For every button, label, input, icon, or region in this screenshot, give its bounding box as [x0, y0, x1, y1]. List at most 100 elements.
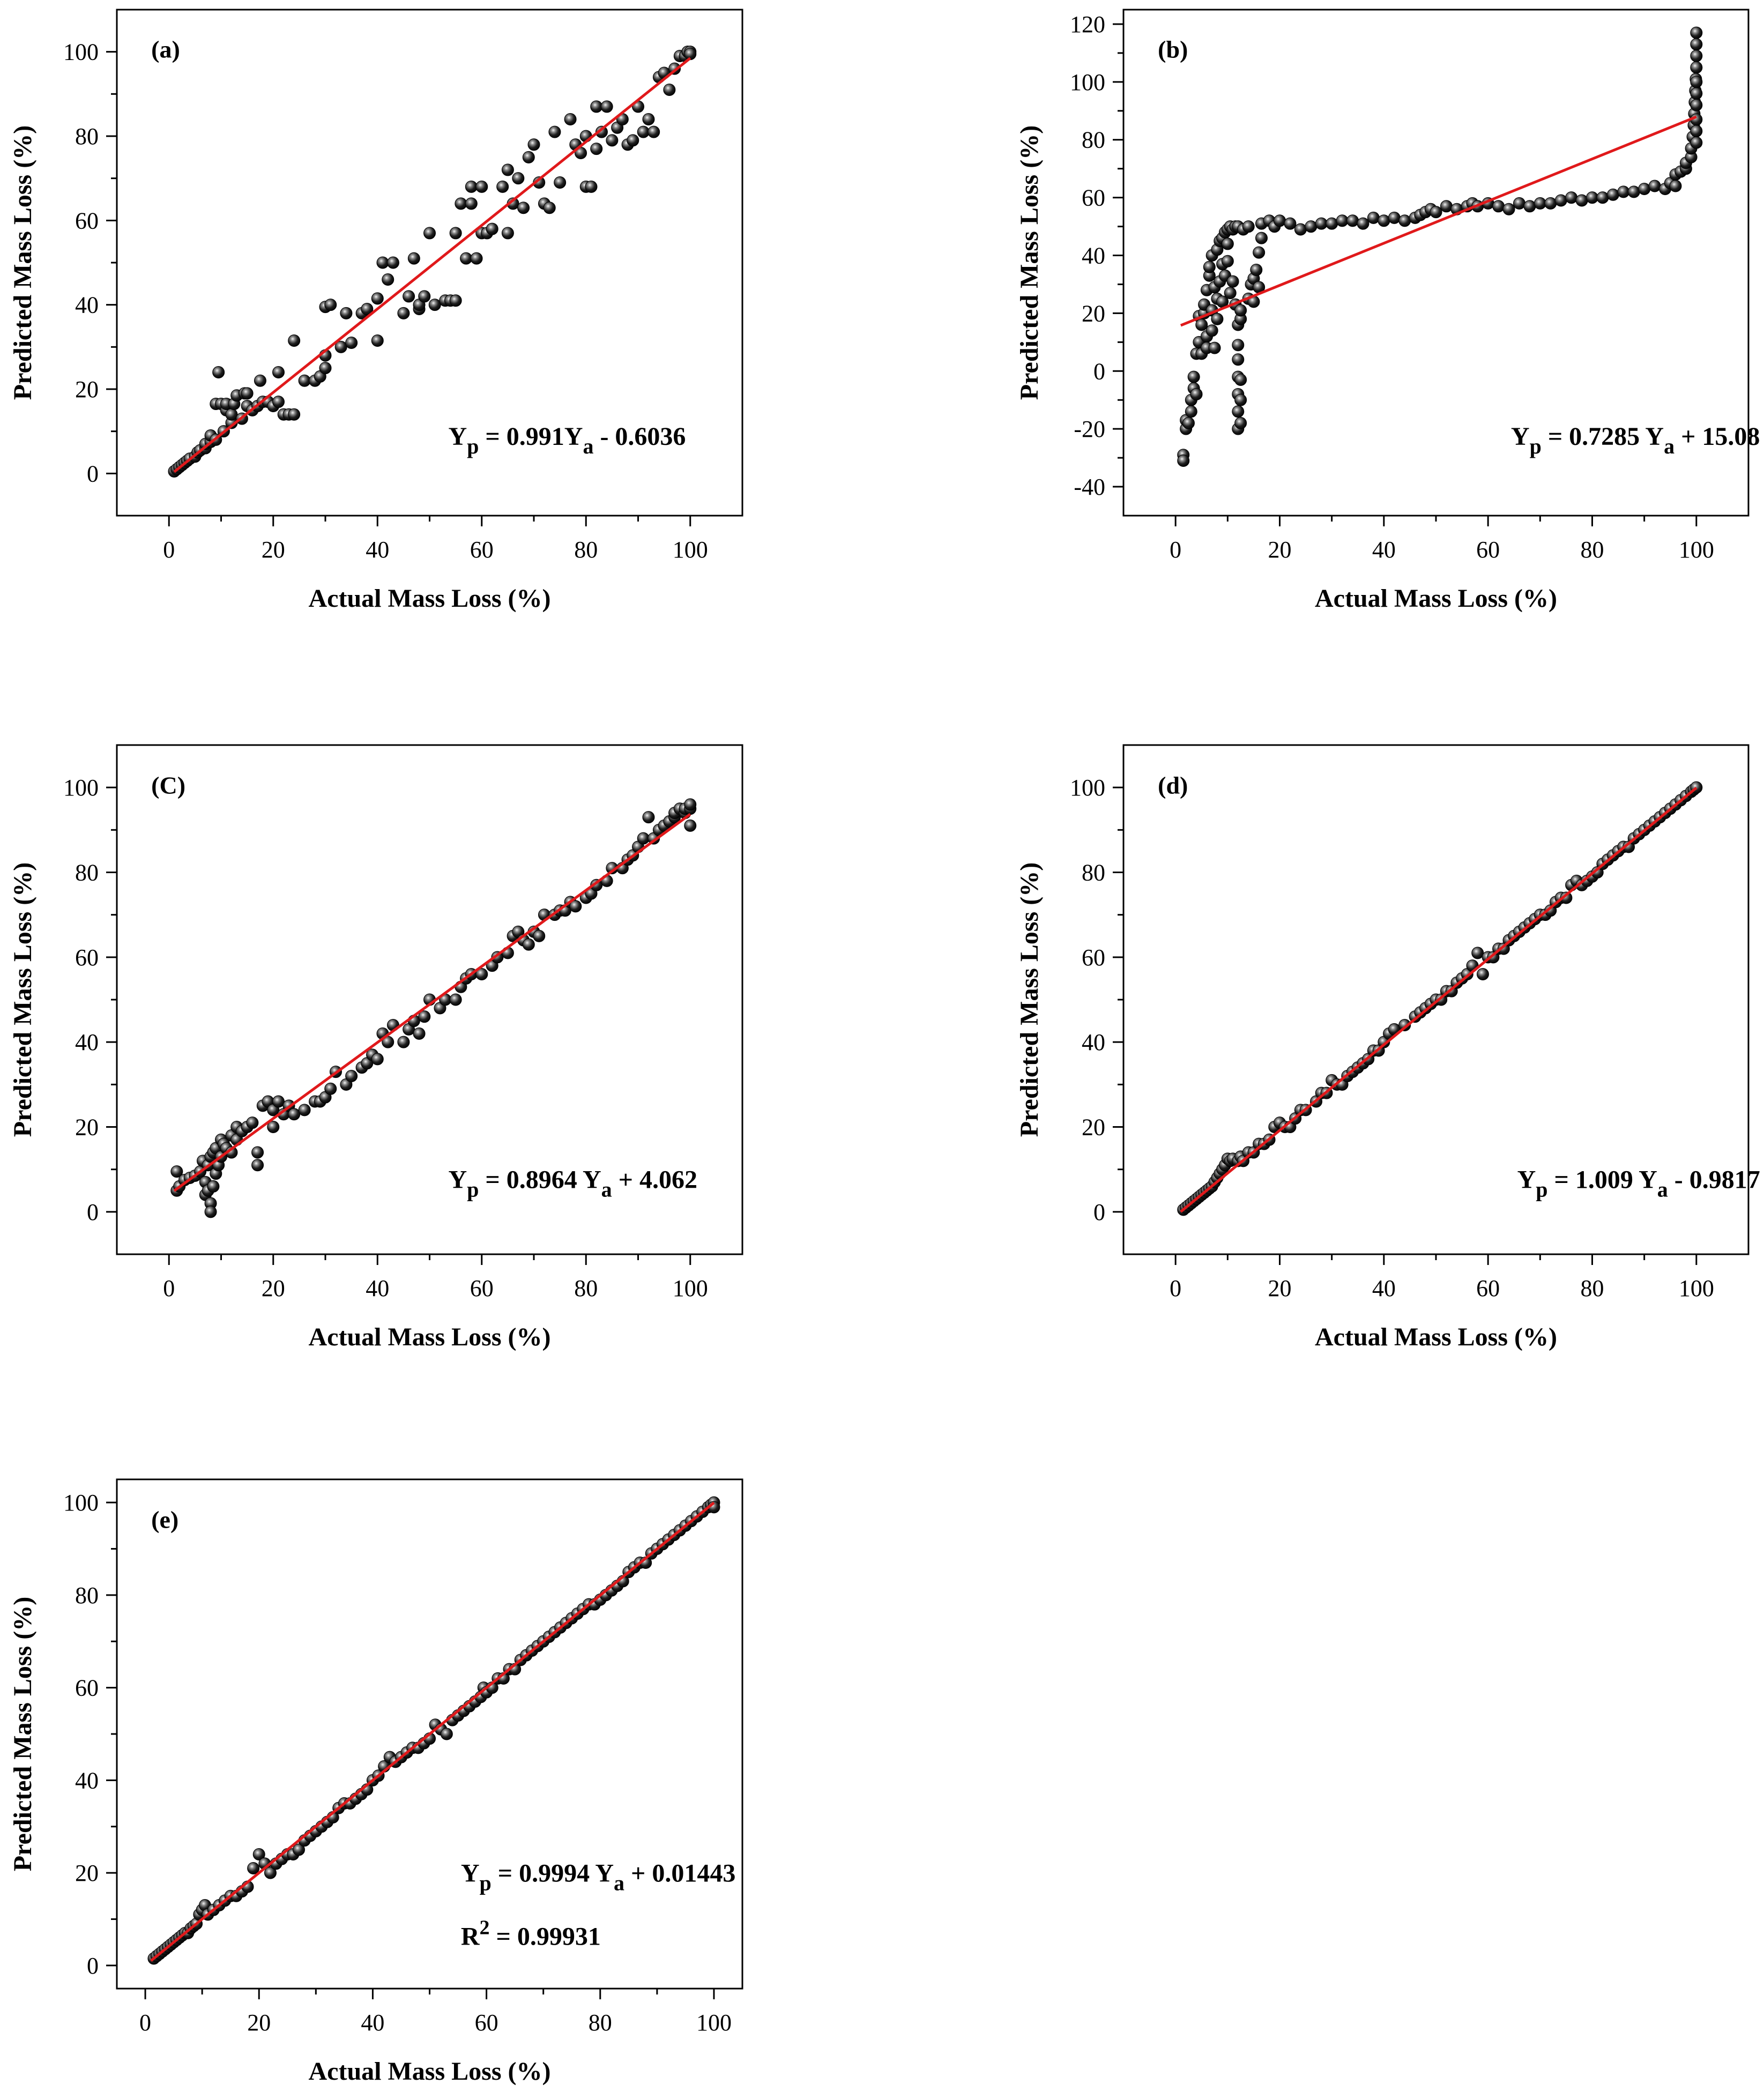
x-tick-label: 20: [262, 537, 285, 563]
data-point: [403, 290, 415, 303]
y-tick-label: 80: [75, 860, 99, 886]
y-tick-label: 80: [75, 1582, 99, 1609]
data-point: [1596, 191, 1609, 204]
data-point: [1242, 220, 1255, 233]
x-tick-label: 100: [673, 537, 708, 563]
x-tick-label: 60: [470, 537, 494, 563]
data-point: [212, 366, 225, 379]
data-point: [486, 222, 498, 235]
data-point: [1221, 237, 1234, 250]
data-point: [272, 366, 285, 379]
x-tick-label: 80: [574, 1275, 598, 1301]
chart-panel-a: 0 20 40 60 80 100 0 20 40 60 80 100 Actual Mass Loss…: [9, 9, 743, 613]
data-point: [1544, 197, 1557, 210]
data-point: [170, 1165, 183, 1178]
x-tick-label: 100: [1679, 1275, 1714, 1301]
data-point: [1336, 214, 1349, 227]
data-point: [207, 1180, 220, 1193]
regression-equation: Yp = 0.991Ya - 0.6036: [449, 422, 686, 458]
x-tick-label: 20: [1268, 1275, 1292, 1301]
data-point: [288, 1108, 301, 1121]
eq-subscript-p: p: [1530, 434, 1542, 458]
data-point: [496, 180, 509, 193]
data-point: [1211, 312, 1224, 325]
y-tick-label: 100: [1070, 69, 1105, 95]
data-point: [1182, 416, 1195, 429]
y-tick-label: -20: [1074, 416, 1105, 442]
data-point: [475, 180, 488, 193]
eq-suffix: - 0.6036: [593, 422, 686, 451]
y-tick-label: 100: [63, 39, 99, 65]
data-point: [371, 1053, 384, 1066]
y-tick-label: 0: [87, 460, 99, 487]
data-point: [522, 938, 535, 951]
r-squared: R2 = 0.99931: [461, 1917, 601, 1951]
eq-prefix: Y: [1517, 1166, 1536, 1194]
data-point: [449, 227, 462, 240]
panel-label: (e): [151, 1506, 178, 1533]
eq-suffix: - 0.9817: [1668, 1166, 1760, 1194]
data-point: [512, 172, 525, 185]
x-tick-label: 60: [475, 2009, 498, 2036]
y-axis-title: Predicted Mass Loss (%): [1015, 125, 1044, 400]
y-tick-label: 0: [1093, 358, 1105, 384]
y-tick-label: 80: [1082, 860, 1105, 886]
data-point: [1586, 191, 1598, 204]
data-point: [527, 138, 540, 151]
data-point: [1534, 197, 1546, 210]
eq-body: = 0.8964 Y: [479, 1166, 601, 1194]
y-tick-label: 40: [75, 292, 99, 318]
data-point: [1398, 1019, 1411, 1031]
x-tick-label: 60: [1476, 537, 1500, 563]
data-point: [642, 811, 655, 824]
data-point: [1690, 38, 1703, 51]
scatter-points: [1177, 26, 1703, 467]
data-point: [1315, 217, 1328, 230]
data-point: [465, 197, 478, 210]
data-point: [449, 294, 462, 307]
data-point: [292, 1843, 305, 1856]
x-tick-label: 80: [574, 537, 598, 563]
y-tick-label: 80: [75, 123, 99, 150]
data-point: [361, 303, 374, 316]
y-tick-label: 60: [1082, 944, 1105, 971]
data-point: [1208, 341, 1221, 354]
eq-subscript-p: p: [467, 1178, 479, 1202]
data-point: [564, 113, 577, 126]
data-point: [1284, 217, 1297, 230]
y-tick-label: 0: [87, 1199, 99, 1225]
data-point: [1224, 287, 1237, 300]
data-point: [241, 387, 254, 400]
data-point: [1346, 214, 1359, 227]
data-point: [1232, 339, 1245, 352]
data-point: [272, 1095, 285, 1108]
y-tick-label: 40: [1082, 1029, 1105, 1055]
data-point: [254, 374, 266, 387]
y-tick-label: 20: [75, 1860, 99, 1886]
x-tick-label: 80: [1581, 1275, 1604, 1301]
data-point: [543, 202, 556, 214]
data-point: [418, 1010, 431, 1023]
data-point: [460, 252, 473, 265]
data-point: [1690, 87, 1703, 100]
data-point: [376, 256, 389, 269]
data-point: [1502, 203, 1515, 215]
x-tick-label: 100: [673, 1275, 708, 1301]
y-tick-label: 40: [75, 1767, 99, 1793]
regression-equation: Yp = 1.009 Ya - 0.9817: [1517, 1166, 1760, 1202]
x-tick-label: 40: [1372, 1275, 1396, 1301]
y-axis-title: Predicted Mass Loss (%): [9, 1597, 37, 1871]
data-point: [1234, 416, 1247, 429]
eq-suffix: + 0.01443: [624, 1859, 735, 1888]
panel-label: (b): [1158, 36, 1188, 63]
chart-panel-d: 0 20 40 60 80 100 0 20 40 60 80 100 Actual Mass Loss…: [1015, 744, 1760, 1351]
x-tick-label: 40: [366, 537, 389, 563]
data-point: [225, 408, 238, 421]
x-tick-label: 40: [361, 2009, 384, 2036]
data-point: [1560, 891, 1573, 904]
data-point: [590, 143, 603, 155]
data-point: [663, 83, 676, 96]
eq-suffix: + 4.062: [612, 1166, 697, 1194]
x-tick-label: 20: [1268, 537, 1292, 563]
data-point: [501, 227, 514, 240]
